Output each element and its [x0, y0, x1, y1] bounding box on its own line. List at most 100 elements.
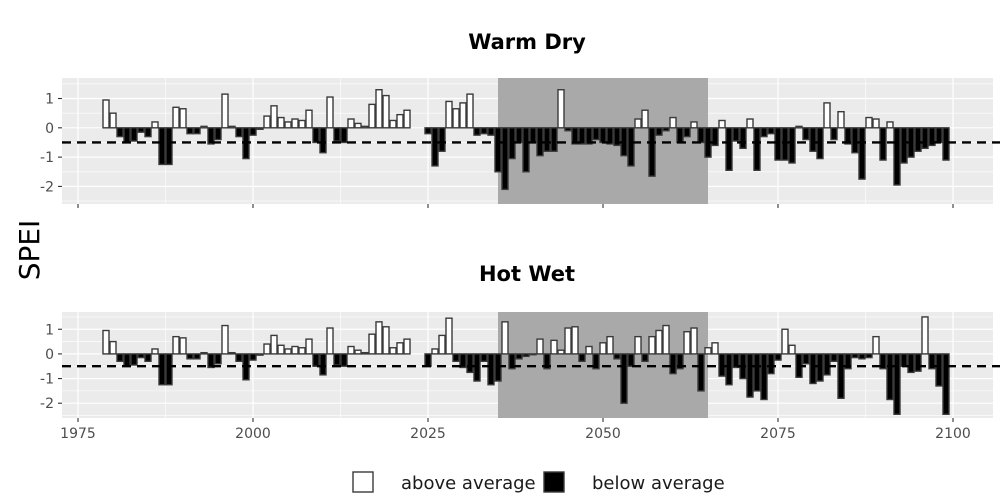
bar-below-average: [900, 353, 908, 367]
bar-below-average: [193, 353, 201, 360]
bar-below-average: [886, 353, 894, 401]
bar-above-average: [291, 118, 299, 129]
legend-label: below average: [592, 473, 725, 494]
bar-above-average: [354, 349, 362, 355]
bar-above-average: [536, 338, 544, 355]
bar-below-average: [578, 127, 586, 145]
legend: above average below average: [352, 471, 725, 494]
bar-above-average: [382, 326, 390, 355]
bar-below-average: [501, 127, 509, 191]
bar-above-average: [179, 108, 187, 129]
bar-above-average: [263, 115, 271, 129]
bar-above-average: [788, 344, 796, 355]
bar-below-average: [942, 353, 950, 416]
bar-above-average: [781, 328, 789, 355]
bar-below-average: [697, 127, 705, 144]
bar-below-average: [452, 353, 460, 363]
bar-above-average: [151, 121, 159, 129]
bar-below-average: [585, 127, 593, 145]
x-tick-label: 2000: [235, 426, 271, 442]
bar-below-average: [459, 353, 467, 369]
bar-below-average: [480, 353, 488, 363]
bar-above-average: [872, 335, 880, 355]
bar-below-average: [515, 127, 523, 144]
x-tick-label: 2025: [410, 426, 446, 442]
bar-below-average: [466, 353, 474, 374]
bar-above-average: [396, 113, 404, 129]
bar-below-average: [473, 353, 481, 382]
bar-below-average: [571, 127, 579, 145]
bar-above-average: [277, 344, 285, 355]
bar-below-average: [774, 353, 782, 361]
bar-above-average: [228, 351, 236, 355]
bar-below-average: [137, 127, 145, 133]
bar-above-average: [354, 122, 362, 129]
bar-below-average: [340, 353, 348, 367]
bar-below-average: [123, 353, 131, 367]
bar-above-average: [459, 102, 467, 129]
bar-above-average: [298, 347, 306, 355]
bar-below-average: [802, 353, 810, 365]
bar-below-average: [858, 127, 866, 180]
bar-above-average: [361, 351, 369, 355]
bar-below-average: [340, 127, 348, 144]
bar-below-average: [214, 353, 222, 365]
bar-below-average: [424, 127, 432, 135]
bar-above-average: [291, 345, 299, 355]
bar-below-average: [935, 353, 943, 387]
bar-above-average: [375, 89, 383, 129]
bar-above-average: [284, 348, 292, 355]
bar-above-average: [865, 116, 873, 129]
bar-above-average: [179, 337, 187, 355]
bar-below-average: [214, 127, 222, 141]
bar-below-average: [333, 353, 341, 366]
bar-below-average: [312, 353, 320, 367]
bar-above-average: [277, 116, 285, 129]
bar-below-average: [186, 353, 194, 360]
bar-above-average: [361, 125, 369, 129]
bar-below-average: [627, 127, 635, 167]
bar-below-average: [739, 127, 747, 150]
bar-above-average: [445, 100, 453, 129]
bar-above-average: [704, 347, 712, 355]
y-tick-label: -1: [40, 150, 54, 166]
bar-above-average: [718, 119, 726, 129]
bar-below-average: [753, 127, 761, 172]
bar-above-average: [221, 93, 229, 129]
x-tick-label: 1975: [60, 426, 96, 442]
bar-above-average: [200, 351, 208, 355]
bar-below-average: [235, 127, 243, 138]
bar-below-average: [606, 127, 614, 145]
bar-below-average: [921, 127, 929, 150]
bar-above-average: [431, 348, 439, 355]
panel-2: 1 0 -1 -2 1975 2000 2025 2050 2075 2100 Hot Wet: [40, 262, 1000, 442]
bar-below-average: [683, 127, 691, 138]
bar-below-average: [319, 127, 327, 154]
bar-below-average: [907, 353, 915, 374]
bar-above-average: [375, 321, 383, 355]
bar-below-average: [662, 127, 670, 132]
y-tick-label: 1: [45, 322, 54, 338]
bar-below-average: [893, 127, 901, 186]
bar-above-average: [655, 329, 663, 355]
bar-below-average: [858, 353, 866, 360]
bar-below-average: [522, 127, 530, 173]
bar-below-average: [256, 353, 264, 356]
bar-below-average: [830, 127, 838, 141]
bar-below-average: [809, 127, 817, 152]
y-tick-label: -2: [40, 396, 54, 412]
bar-below-average: [641, 353, 649, 363]
bar-below-average: [627, 353, 635, 367]
bar-below-average: [116, 127, 124, 138]
bar-below-average: [732, 127, 740, 142]
bar-above-average: [501, 321, 509, 355]
bar-below-average: [613, 127, 621, 147]
bar-above-average: [298, 119, 306, 129]
bar-above-average: [347, 345, 355, 355]
bar-below-average: [249, 127, 257, 136]
legend-label: above average: [401, 473, 536, 494]
bar-below-average: [935, 127, 943, 144]
bar-below-average: [480, 127, 488, 135]
bar-below-average: [207, 127, 215, 145]
